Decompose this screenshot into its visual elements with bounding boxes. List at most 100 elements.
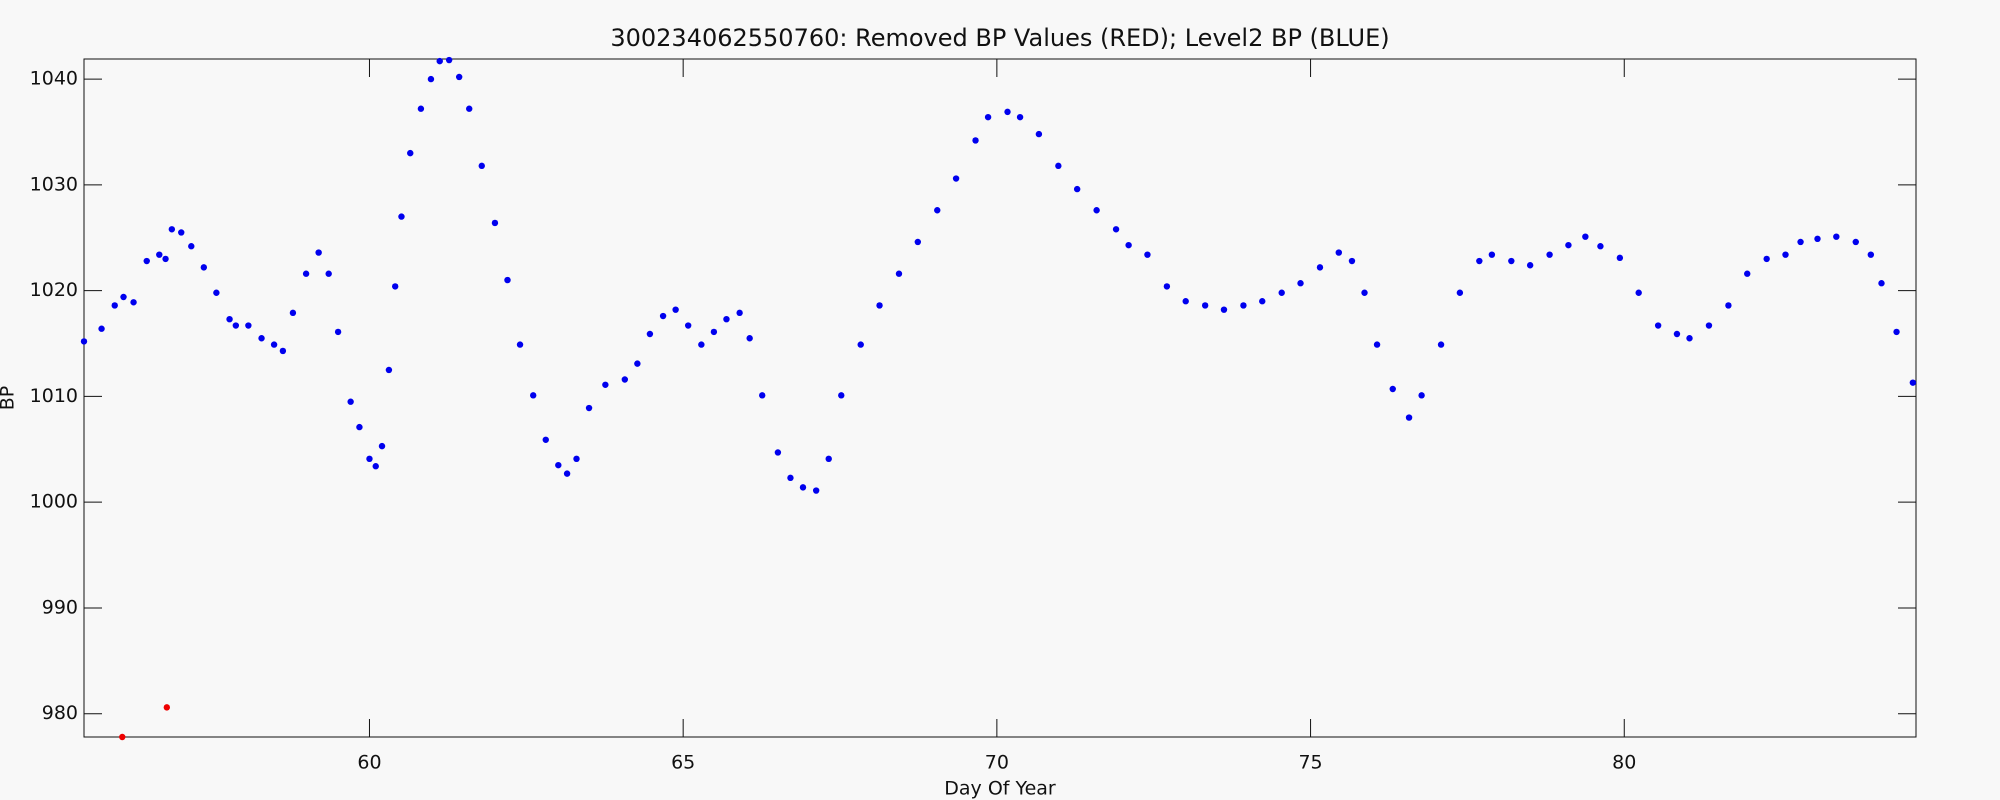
point — [478, 162, 485, 170]
point — [407, 149, 414, 157]
chart-title: 300234062550760: Removed BP Values (RED)… — [610, 24, 1389, 52]
point — [684, 322, 692, 329]
point — [162, 255, 169, 263]
point — [1297, 280, 1304, 287]
point — [1437, 341, 1445, 348]
point — [143, 257, 150, 265]
point — [563, 470, 571, 477]
point — [1763, 255, 1770, 263]
point — [1893, 328, 1900, 336]
point — [585, 404, 593, 412]
point — [934, 207, 941, 214]
point — [1035, 130, 1043, 138]
point — [80, 338, 88, 345]
x-tick-label: 70 — [985, 752, 1009, 774]
point — [445, 56, 453, 64]
point — [646, 330, 654, 338]
point — [466, 105, 473, 112]
point — [1814, 235, 1821, 243]
point — [1673, 330, 1681, 338]
point — [530, 392, 537, 399]
x-axis-label: Day Of Year — [944, 778, 1056, 800]
point — [516, 341, 524, 348]
point — [602, 381, 609, 388]
y-tick-label: 1040 — [30, 68, 78, 90]
point — [1582, 233, 1589, 240]
point — [504, 276, 511, 284]
point — [1361, 289, 1368, 296]
point — [455, 73, 463, 81]
point — [698, 341, 705, 348]
point — [111, 302, 118, 309]
point — [232, 322, 240, 329]
point — [1405, 414, 1413, 421]
point — [289, 309, 297, 317]
point — [634, 360, 641, 367]
point — [1654, 322, 1662, 329]
point — [1616, 254, 1624, 262]
point — [417, 105, 425, 112]
y-tick-label: 1010 — [30, 385, 78, 407]
y-tick-label: 990 — [42, 596, 78, 618]
point — [1526, 262, 1534, 269]
point — [200, 264, 208, 271]
point — [555, 461, 562, 469]
point — [984, 113, 992, 121]
x-tick-label: 60 — [357, 752, 381, 774]
point — [1348, 257, 1356, 265]
point — [347, 398, 354, 405]
point — [1508, 257, 1515, 265]
point — [315, 249, 322, 256]
point — [188, 243, 195, 250]
point — [1725, 302, 1732, 309]
point — [759, 392, 766, 399]
point — [621, 376, 629, 383]
point — [213, 289, 220, 296]
point — [838, 392, 845, 399]
point — [98, 325, 105, 332]
point — [1240, 302, 1247, 309]
point — [672, 306, 679, 313]
point — [325, 270, 332, 277]
point — [895, 270, 903, 277]
point — [1335, 249, 1342, 256]
point — [258, 335, 265, 342]
point — [156, 251, 163, 258]
point — [825, 455, 832, 463]
point — [1488, 251, 1496, 258]
point — [356, 423, 363, 431]
point — [385, 366, 393, 374]
point — [1909, 379, 1917, 386]
x-tick-label: 75 — [1298, 752, 1322, 774]
point — [245, 322, 252, 329]
point — [914, 238, 922, 246]
point — [787, 474, 794, 482]
point — [1797, 238, 1804, 246]
point — [1093, 207, 1100, 214]
point — [1016, 113, 1024, 121]
y-tick-label: 1020 — [30, 279, 78, 301]
point — [398, 213, 405, 220]
x-tick-label: 65 — [671, 752, 695, 774]
point — [491, 219, 499, 227]
point — [542, 436, 549, 443]
point — [334, 328, 342, 336]
point — [1201, 302, 1209, 309]
point — [1220, 306, 1228, 313]
point — [1316, 264, 1324, 271]
point — [746, 335, 753, 342]
point — [1565, 241, 1572, 249]
point — [1476, 257, 1483, 265]
point — [372, 463, 379, 470]
point — [436, 57, 443, 65]
point — [178, 229, 185, 236]
point — [952, 175, 960, 182]
point — [168, 226, 176, 233]
point — [1418, 392, 1425, 399]
point — [1073, 185, 1081, 193]
point — [736, 309, 743, 317]
point — [857, 341, 864, 348]
point — [1456, 289, 1464, 296]
y-tick-label: 1030 — [30, 173, 78, 195]
point — [774, 449, 782, 456]
